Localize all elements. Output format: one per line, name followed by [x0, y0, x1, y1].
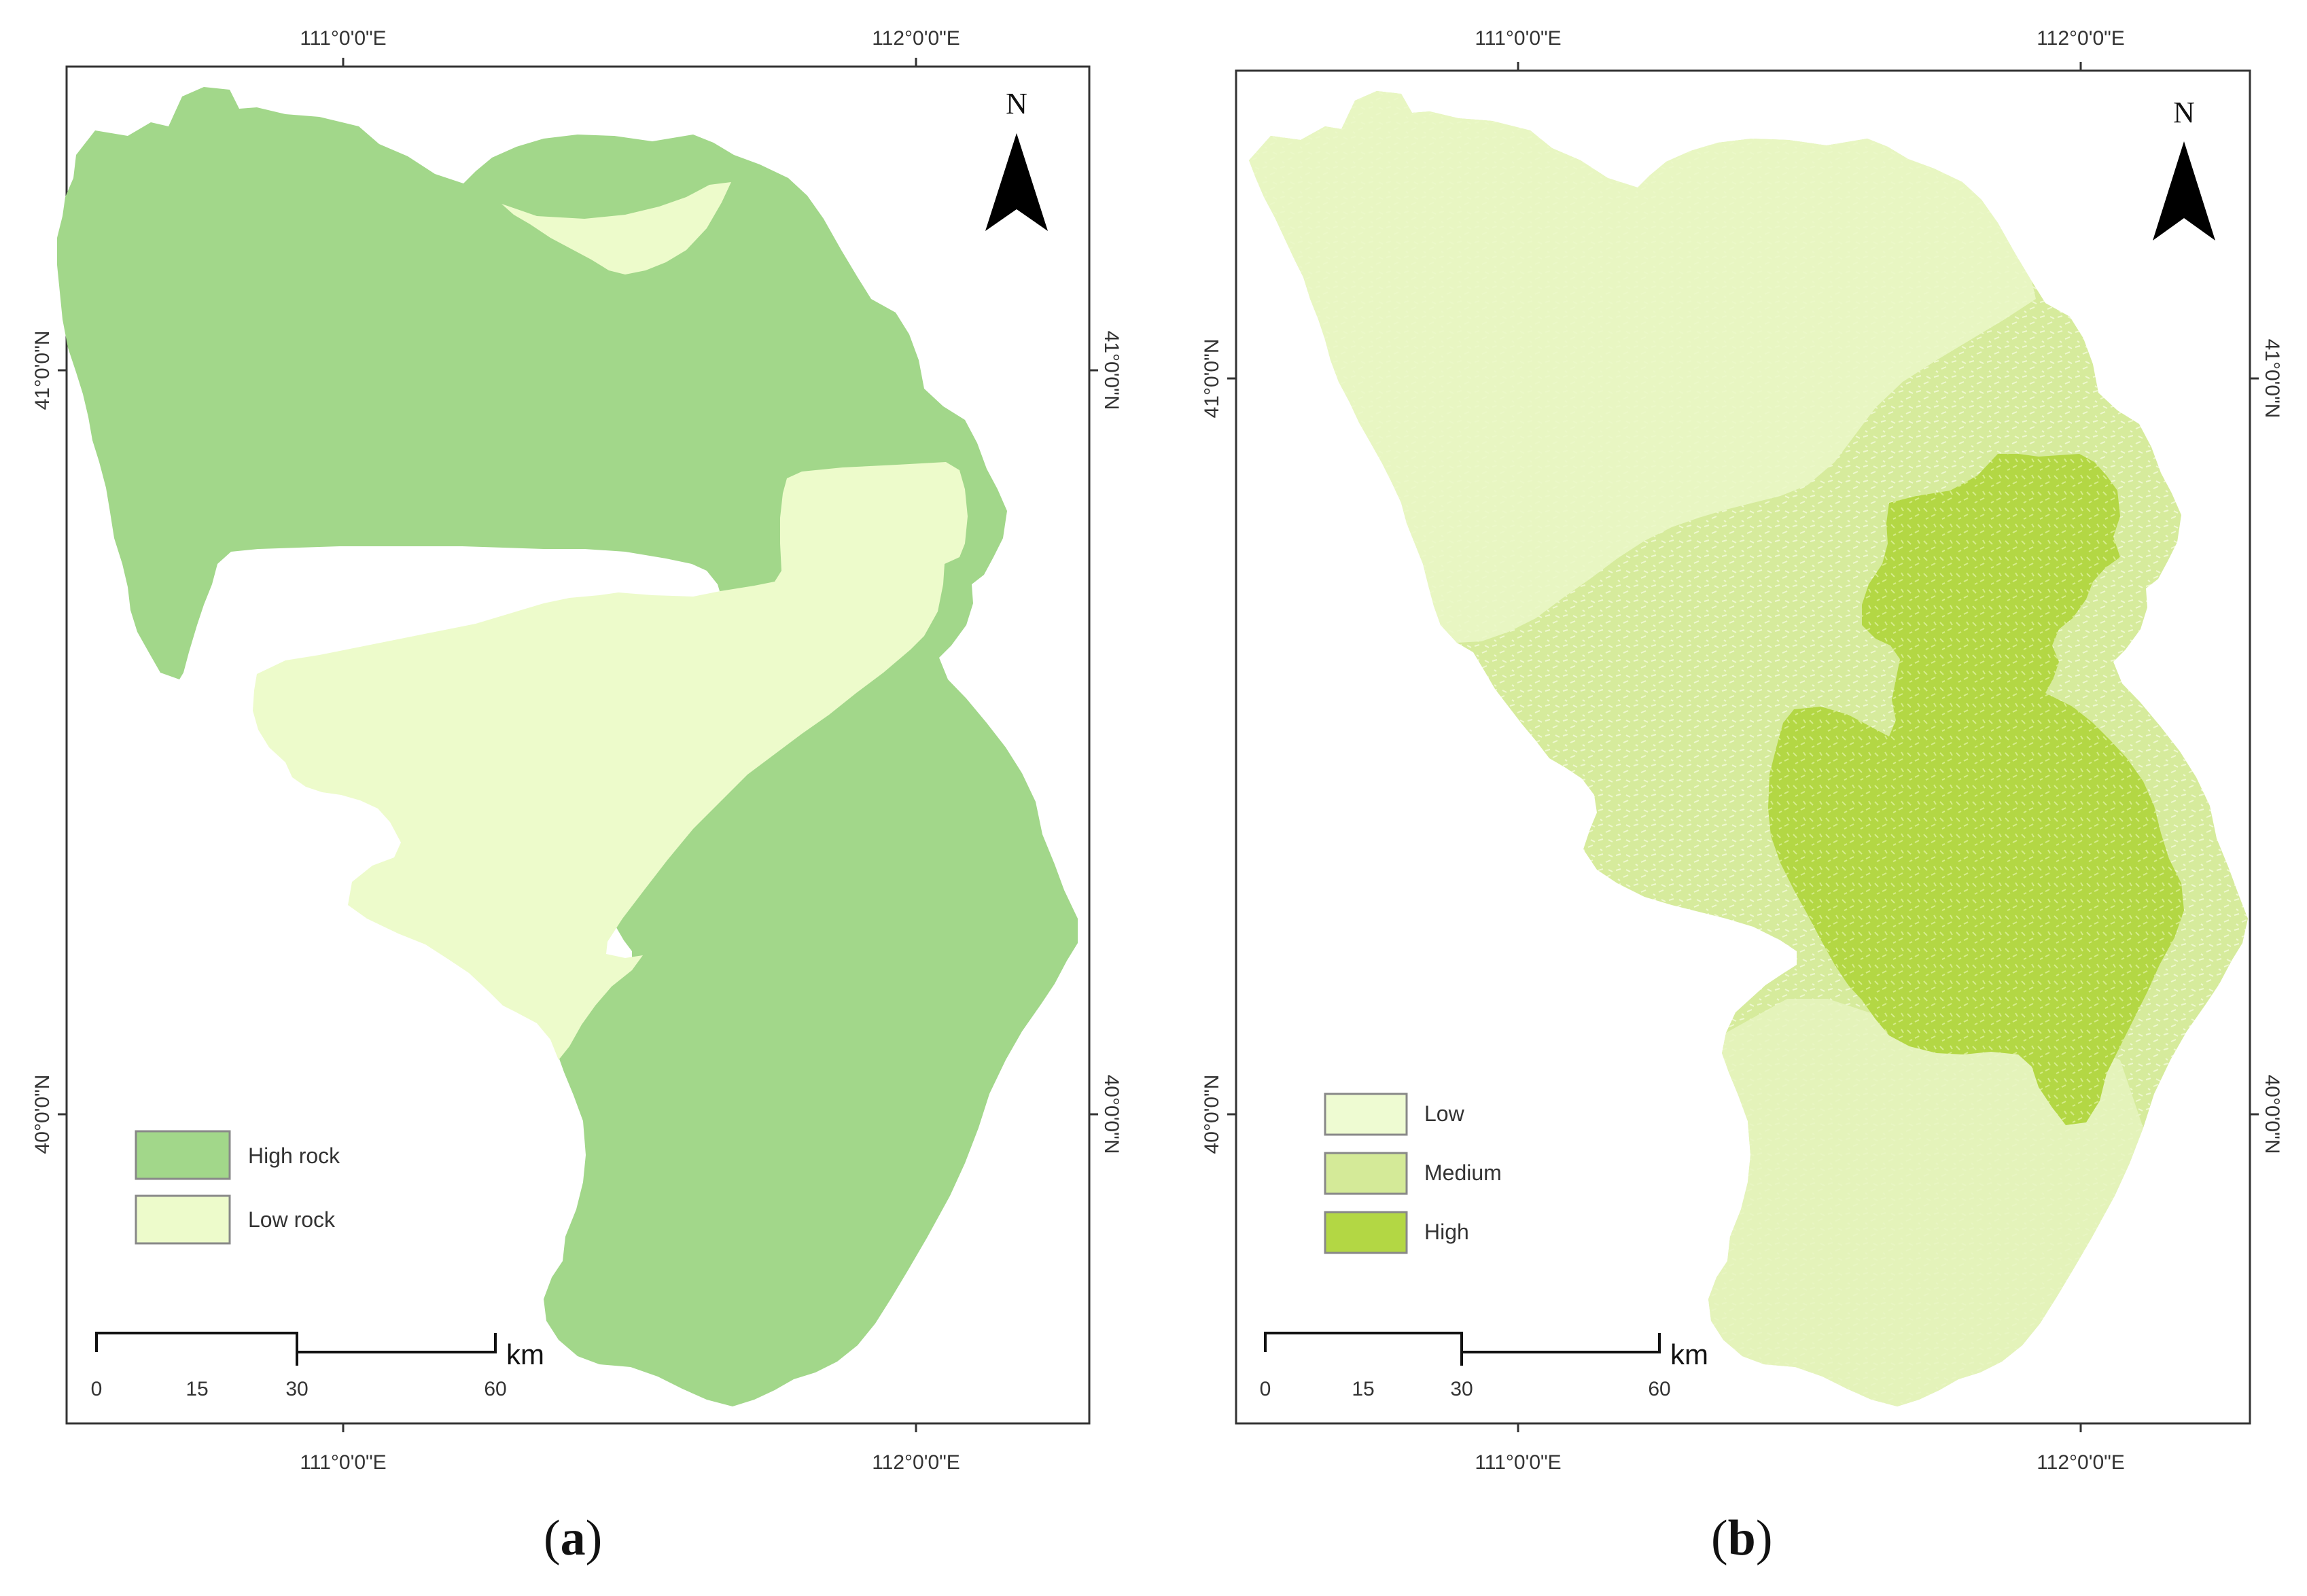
- region-low-south: [1708, 999, 2143, 1406]
- bottom-lon-label-2: 112°0'0"E: [2037, 1451, 2125, 1474]
- map-a-canvas: 111°0'0"E 112°0'0"E 111°0'0"E 112°0'0"E …: [31, 27, 1123, 1474]
- graticule-ticks: [58, 58, 1098, 1432]
- top-lon-label-2: 112°0'0"E: [2037, 27, 2125, 50]
- panel-caption-a: (a): [544, 1510, 603, 1566]
- north-label: N: [2173, 96, 2195, 129]
- graticule-ticks: [1227, 62, 2259, 1432]
- scale-label-60: 60: [484, 1378, 506, 1400]
- left-lat-label-1: 41°0'0"N: [1201, 339, 1223, 419]
- scale-label-30: 30: [1450, 1378, 1473, 1400]
- legend-label-medium: Medium: [1424, 1160, 1502, 1185]
- scale-label-15: 15: [1352, 1378, 1374, 1400]
- bottom-lon-label-1: 111°0'0"E: [300, 1451, 386, 1474]
- left-lat-label-2: 40°0'0"N: [31, 1075, 54, 1154]
- scale-label-30: 30: [285, 1378, 308, 1400]
- map-panel-a: 111°0'0"E 112°0'0"E 111°0'0"E 112°0'0"E …: [0, 0, 1155, 1593]
- left-lat-label-2: 40°0'0"N: [1201, 1075, 1223, 1154]
- legend-label-high: High: [1424, 1220, 1469, 1244]
- legend-swatch-low-rock: [135, 1194, 231, 1245]
- north-label: N: [1006, 87, 1027, 120]
- scale-unit: km: [506, 1338, 544, 1370]
- top-lon-label-1: 111°0'0"E: [300, 27, 386, 50]
- legend-label-high-rock: High rock: [248, 1143, 340, 1168]
- scale-label-0: 0: [1260, 1378, 1271, 1400]
- scale-label-0: 0: [91, 1378, 103, 1400]
- legend-swatch-medium: [1324, 1152, 1408, 1195]
- top-lon-label-1: 111°0'0"E: [1475, 27, 1561, 50]
- region-low-northwest: [1249, 91, 2036, 643]
- north-arrow-icon: N: [2153, 96, 2215, 241]
- scale-bar: 0 15 30 60 km: [91, 1332, 544, 1400]
- scale-unit: km: [1670, 1338, 1708, 1370]
- legend-label-low-rock: Low rock: [248, 1207, 336, 1232]
- map-b-canvas: 111°0'0"E 112°0'0"E 111°0'0"E 112°0'0"E …: [1201, 27, 2283, 1474]
- region-high-rock: [57, 87, 1078, 1406]
- right-lat-label-1: 41°0'0"N: [1100, 331, 1123, 410]
- scale-label-15: 15: [186, 1378, 208, 1400]
- legend: Low Medium High: [1324, 1093, 1502, 1254]
- region-low-rock-north: [501, 182, 731, 274]
- panel-caption-b: (b): [1711, 1510, 1773, 1566]
- left-lat-label-1: 41°0'0"N: [31, 331, 54, 410]
- scale-bar: 0 15 30 60 km: [1260, 1332, 1708, 1400]
- legend-label-low: Low: [1424, 1101, 1465, 1126]
- region-high: [1768, 454, 2184, 1125]
- panel-letter-b: b: [1727, 1510, 1756, 1566]
- right-lat-label-1: 41°0'0"N: [2261, 339, 2283, 419]
- north-arrow-icon: N: [985, 87, 1048, 231]
- legend: High rock Low rock: [135, 1130, 340, 1245]
- panel-letter-a: a: [560, 1510, 586, 1566]
- right-lat-label-2: 40°0'0"N: [1100, 1075, 1123, 1154]
- right-lat-label-2: 40°0'0"N: [2261, 1075, 2283, 1154]
- map-panel-b: 111°0'0"E 112°0'0"E 111°0'0"E 112°0'0"E …: [1155, 0, 2307, 1593]
- bottom-lon-label-2: 112°0'0"E: [872, 1451, 960, 1474]
- scale-label-60: 60: [1648, 1378, 1670, 1400]
- top-lon-label-2: 112°0'0"E: [872, 27, 960, 50]
- legend-swatch-low: [1324, 1093, 1408, 1136]
- legend-swatch-high-rock: [135, 1130, 231, 1180]
- region-low-rock-central: [253, 462, 968, 1060]
- legend-swatch-high: [1324, 1211, 1408, 1254]
- bottom-lon-label-1: 111°0'0"E: [1475, 1451, 1561, 1474]
